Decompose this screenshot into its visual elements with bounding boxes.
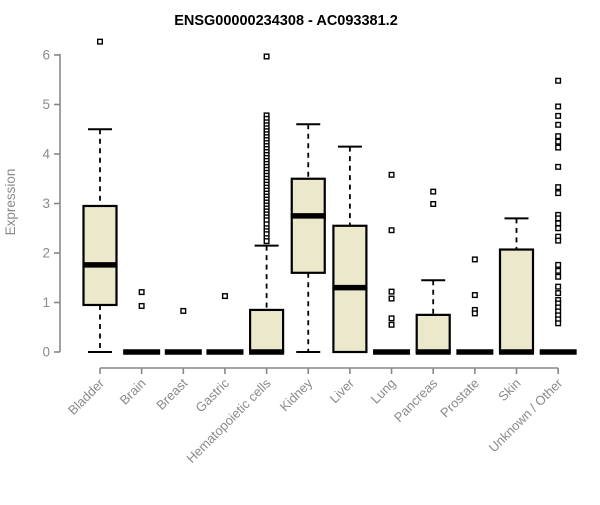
outlier-point [555, 103, 562, 110]
outlier-point [555, 112, 562, 119]
outlier-point [388, 227, 395, 234]
outlier-point [555, 163, 562, 170]
y-tick-label: 5 [42, 97, 50, 112]
outlier-point [388, 295, 395, 302]
outlier-point [388, 171, 395, 178]
boxplot-group-kidney [290, 123, 326, 353]
category-label-liver: Liver [326, 375, 357, 406]
outlier-point [388, 315, 395, 322]
outlier-point [263, 238, 270, 245]
outlier-point [471, 292, 478, 299]
outlier-point [555, 283, 562, 290]
outlier-point [180, 307, 187, 314]
boxplot-group-lung [373, 171, 411, 355]
category-label-pancreas: Pancreas [391, 375, 441, 425]
zero-bar [123, 349, 161, 355]
category-label-unknown-other: Unknown / Other [486, 375, 566, 455]
boxplot-group-skin [498, 217, 535, 355]
box-rect [290, 177, 326, 274]
y-tick-label: 6 [42, 48, 50, 63]
category-label-gastric: Gastric [192, 375, 232, 415]
chart-title: ENSG00000234308 - AC093381.2 [174, 13, 398, 29]
outlier-point [555, 290, 562, 297]
outlier-point [430, 188, 437, 195]
boxplot-group-bladder [82, 38, 118, 353]
box-rect [249, 308, 285, 354]
outlier-point [555, 225, 562, 232]
boxplot-group-breast [164, 307, 202, 355]
boxplot-group-unknown-other [539, 77, 577, 355]
zero-bar [456, 349, 494, 355]
boxplot-group-liver [332, 145, 368, 354]
y-tick-label: 1 [42, 295, 50, 310]
outlier-point [555, 273, 562, 280]
category-label-skin: Skin [495, 376, 523, 404]
outlier-point [555, 190, 562, 197]
y-axis-label: Expression [3, 169, 18, 236]
category-label-brain: Brain [117, 376, 149, 408]
zero-bar [206, 349, 244, 355]
outlier-point [388, 321, 395, 328]
y-tick-label: 4 [42, 147, 50, 162]
outlier-point [555, 133, 562, 140]
outlier-point [221, 293, 228, 300]
outlier-point [388, 288, 395, 295]
outlier-point [555, 320, 562, 327]
box-rect [415, 313, 451, 354]
outlier-point [430, 200, 437, 207]
box-rect [82, 204, 118, 307]
zero-bar [164, 349, 202, 355]
boxplot-group-prostate [456, 256, 494, 355]
outlier-point [138, 302, 145, 309]
outlier-point [555, 220, 562, 227]
outlier-point [555, 267, 562, 274]
outlier-point [555, 121, 562, 128]
outlier-point [138, 289, 145, 296]
category-label-prostate: Prostate [437, 376, 482, 421]
outlier-point [263, 53, 270, 60]
zero-bar [373, 349, 411, 355]
plot-area [82, 38, 577, 355]
category-label-breast: Breast [153, 375, 190, 412]
boxplot-group-pancreas [415, 188, 451, 355]
outlier-point [555, 215, 562, 222]
outlier-point [555, 237, 562, 244]
outlier-point [555, 261, 562, 268]
y-tick-label: 3 [42, 196, 50, 211]
category-label-bladder: Bladder [65, 375, 108, 418]
outlier-point [555, 144, 562, 151]
outlier-point [96, 38, 103, 45]
category-label-kidney: Kidney [277, 375, 316, 414]
zero-bar [539, 349, 577, 355]
category-label-lung: Lung [368, 376, 399, 407]
outlier-point [471, 256, 478, 263]
box-rect [498, 248, 535, 354]
boxplot-group-brain [123, 289, 161, 355]
boxplot-group-gastric [206, 293, 244, 355]
outlier-point [555, 138, 562, 145]
y-tick-label: 2 [42, 246, 50, 261]
outlier-point [471, 310, 478, 317]
boxplot-group-hematopoietic-cells [249, 53, 285, 355]
y-tick-label: 0 [42, 345, 50, 360]
outlier-point [555, 184, 562, 191]
outlier-point [555, 77, 562, 84]
